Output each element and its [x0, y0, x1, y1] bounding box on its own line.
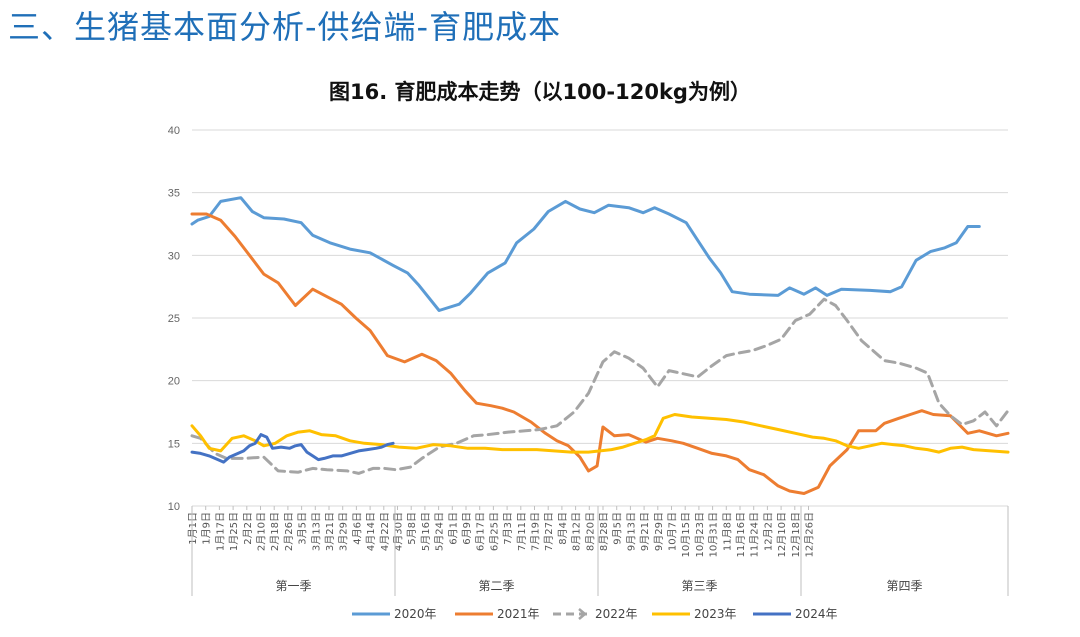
- series-line-2023年: [190, 413, 1010, 454]
- x-tick-label: 4月6日: [351, 512, 363, 545]
- x-tick-label: 1月25日: [228, 512, 240, 551]
- season-label: 第一季: [275, 579, 311, 593]
- x-tick-label: 7月19日: [530, 512, 542, 551]
- x-tick-label: 12月2日: [762, 512, 774, 551]
- series-line-2024年: [190, 433, 395, 464]
- y-tick-label: 20: [168, 376, 180, 388]
- x-tick-label: 5月16日: [420, 512, 432, 551]
- x-tick-label: 4月22日: [379, 512, 391, 551]
- x-tick-label: 2月10日: [256, 512, 268, 551]
- x-tick-label: 3月13日: [310, 512, 322, 551]
- season-label: 第三季: [681, 579, 717, 593]
- x-tick-label: 7月27日: [543, 512, 555, 551]
- x-tick-label: 10月31日: [708, 512, 720, 557]
- x-tick-label: 9月29日: [653, 512, 665, 551]
- x-tick-label: 11月16日: [735, 512, 747, 557]
- x-tick-label: 9月13日: [625, 512, 637, 551]
- x-tick-label: 8月12日: [571, 512, 583, 551]
- page-title: 三、生猪基本面分析-供给端-育肥成本: [8, 8, 562, 46]
- x-tick-label: 2月26日: [283, 512, 295, 551]
- x-tick-label: 9月21日: [639, 512, 651, 551]
- x-tick-label: 10月15日: [680, 512, 692, 557]
- x-tick-label: 12月26日: [804, 512, 816, 557]
- x-tick-label: 10月23日: [694, 512, 706, 557]
- x-tick-label: 11月24日: [749, 512, 761, 557]
- x-tick-label: 1月1日: [187, 512, 199, 545]
- series-line-2020年: [190, 196, 981, 312]
- x-tick-label: 6月1日: [447, 512, 459, 545]
- x-tick-label: 8月20日: [584, 512, 596, 551]
- x-tick-label: 7月3日: [502, 512, 514, 545]
- x-tick-label: 4月14日: [365, 512, 377, 551]
- x-tick-label: 12月10日: [776, 512, 788, 557]
- legend-label: 2023年: [694, 607, 737, 621]
- x-tick-label: 11月8日: [721, 512, 733, 551]
- x-tick-label: 12月18日: [790, 512, 802, 557]
- legend-label: 2020年: [394, 607, 437, 621]
- x-tick-label: 3月29日: [338, 512, 350, 551]
- series-line-2022年: [190, 297, 1010, 475]
- y-tick-label: 35: [168, 188, 180, 200]
- y-tick-label: 25: [168, 313, 180, 325]
- x-tick-label: 8月4日: [557, 512, 569, 545]
- x-tick-label: 5月8日: [406, 512, 418, 545]
- x-tick-label: 2月18日: [269, 512, 281, 551]
- legend-label: 2021年: [497, 607, 540, 621]
- x-tick-label: 4月30日: [393, 512, 405, 551]
- chart-title: 图16. 育肥成本走势（以100-120kg为例）: [329, 80, 751, 104]
- y-tick-label: 10: [168, 501, 180, 513]
- x-tick-label: 3月21日: [324, 512, 336, 551]
- y-tick-label: 40: [168, 125, 180, 137]
- season-label: 第二季: [478, 579, 514, 593]
- series-line-2021年: [190, 212, 1010, 495]
- y-tick-label: 30: [168, 250, 180, 262]
- x-tick-label: 10月7日: [667, 512, 679, 551]
- y-tick-label: 15: [168, 438, 180, 450]
- x-tick-label: 6月25日: [488, 512, 500, 551]
- x-tick-label: 1月9日: [201, 512, 213, 545]
- x-tick-label: 2月2日: [242, 512, 254, 545]
- legend-label: 2022年: [595, 607, 638, 621]
- x-tick-label: 7月11日: [516, 512, 528, 551]
- x-tick-label: 1月17日: [214, 512, 226, 551]
- x-tick-label: 8月28日: [598, 512, 610, 551]
- x-tick-label: 6月17日: [475, 512, 487, 551]
- x-tick-label: 6月9日: [461, 512, 473, 545]
- legend-label: 2024年: [795, 607, 838, 621]
- x-tick-label: 5月24日: [434, 512, 446, 551]
- x-tick-label: 9月5日: [612, 512, 624, 545]
- legend-arrow-marker: [578, 608, 587, 620]
- season-label: 第四季: [886, 579, 922, 593]
- x-tick-label: 3月5日: [297, 512, 309, 545]
